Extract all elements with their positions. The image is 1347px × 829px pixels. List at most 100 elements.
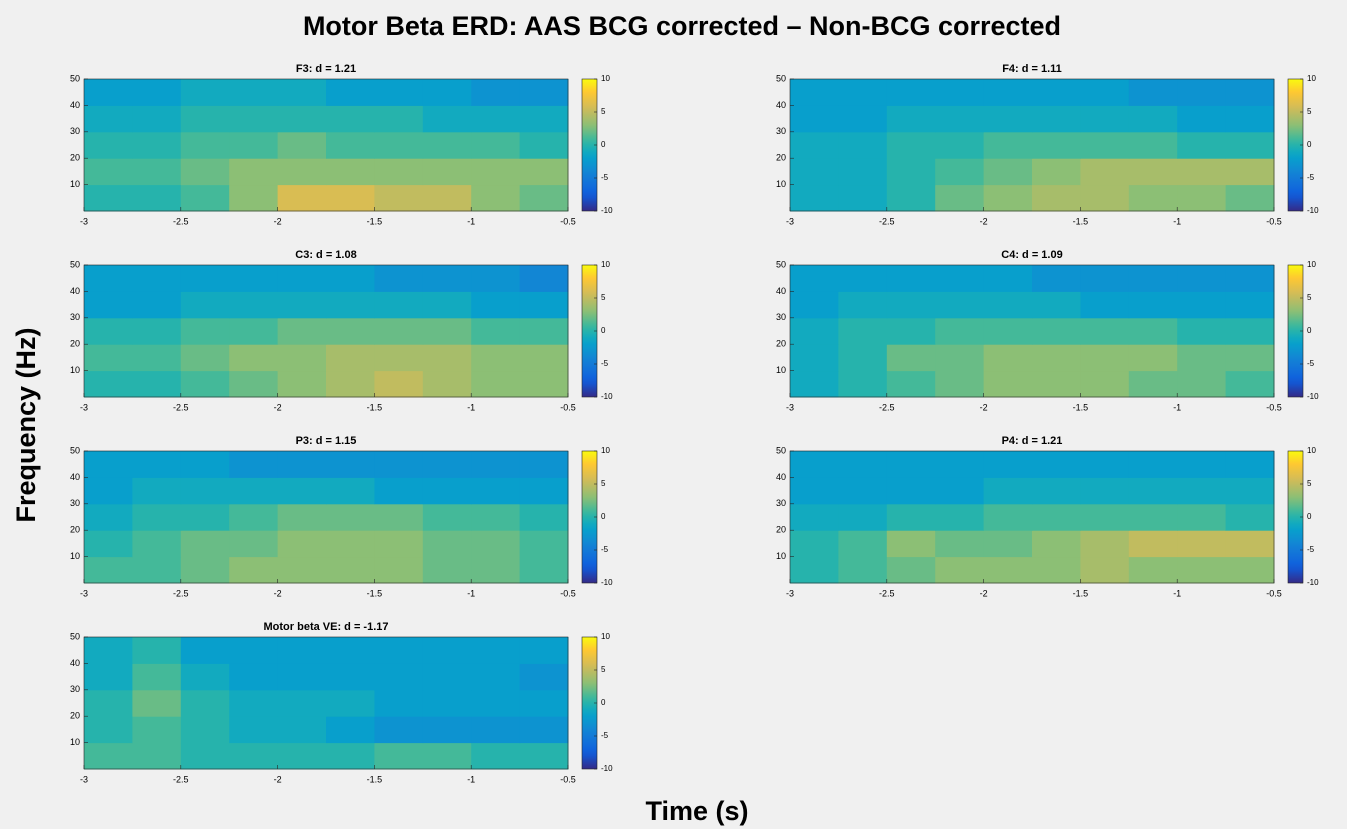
x-axis-label: Time (s)	[645, 796, 748, 826]
heatmap-cell	[326, 344, 375, 372]
heatmap-cell	[935, 105, 985, 133]
heatmap-cell	[471, 291, 521, 319]
heatmap-cell	[519, 503, 569, 531]
heatmap-cell	[1128, 184, 1178, 212]
heatmap-cell	[422, 317, 472, 345]
heatmap-cell	[790, 105, 839, 133]
heatmap-cell	[229, 477, 279, 505]
heatmap-cell	[790, 265, 839, 292]
heatmap-cell	[790, 344, 839, 372]
colorbar-tick-label: -5	[601, 731, 609, 740]
heatmap-cell	[277, 477, 327, 505]
heatmap-cell	[1225, 265, 1275, 292]
heatmap-cell	[180, 556, 230, 584]
heatmap-cell	[229, 637, 279, 664]
heatmap-cell	[1032, 477, 1081, 505]
heatmap-cell	[1177, 291, 1227, 319]
y-tick-label: 30	[70, 126, 80, 136]
heatmap-cell	[229, 344, 279, 372]
heatmap-cell	[326, 158, 375, 186]
heatmap-cell	[326, 105, 375, 133]
heatmap-cell	[1177, 105, 1227, 133]
colorbar-tick-label: -5	[1307, 359, 1315, 368]
heatmap-cell	[1177, 451, 1227, 478]
heatmap-cell	[1080, 451, 1130, 478]
x-tick-label: -3	[786, 402, 794, 412]
heatmap-cell	[374, 637, 424, 664]
heatmap-cell	[471, 742, 521, 770]
heatmap-cell	[422, 79, 472, 106]
heatmap-cell	[132, 689, 182, 717]
heatmap-cell	[229, 370, 279, 398]
heatmap-cell	[471, 158, 521, 186]
heatmap-cell	[519, 530, 569, 558]
x-tick-label: -2	[980, 216, 988, 226]
heatmap-cell	[374, 370, 424, 398]
heatmap-cell	[229, 663, 279, 691]
heatmap-cell	[886, 291, 936, 319]
heatmap-cell	[519, 131, 569, 159]
heatmap-cell	[180, 131, 230, 159]
heatmap-cell	[277, 105, 327, 133]
heatmap-cell	[1225, 105, 1275, 133]
heatmap-cell	[1177, 344, 1227, 372]
heatmap-cell	[374, 716, 424, 744]
heatmap-cell	[471, 105, 521, 133]
x-tick-label: -2.5	[879, 588, 895, 598]
y-tick-label: 50	[776, 259, 786, 269]
heatmap-cell	[132, 530, 182, 558]
heatmap-cell	[838, 503, 888, 531]
heatmap-cell	[326, 131, 375, 159]
heatmap-cell	[983, 503, 1033, 531]
heatmap-cell	[886, 530, 936, 558]
heatmap-cell	[374, 105, 424, 133]
colorbar-tick-label: 5	[601, 293, 606, 302]
x-tick-label: -2.5	[173, 588, 189, 598]
heatmap-cell	[326, 265, 375, 292]
heatmap-cell	[180, 370, 230, 398]
heatmap-cell	[277, 742, 327, 770]
heatmap-cell	[1225, 477, 1275, 505]
heatmap-cell	[790, 131, 839, 159]
heatmap-cell	[838, 158, 888, 186]
colorbar-tick-label: 0	[1307, 326, 1312, 335]
heatmap-cell	[838, 105, 888, 133]
heatmap-cell	[374, 503, 424, 531]
heatmap-cell	[790, 556, 839, 584]
heatmap-cell	[1177, 265, 1227, 292]
heatmap-cell	[790, 158, 839, 186]
x-tick-label: -1.5	[1073, 402, 1089, 412]
heatmap-cell	[519, 158, 569, 186]
heatmap-cell	[1128, 344, 1178, 372]
heatmap-cell	[374, 663, 424, 691]
heatmap-cell	[374, 451, 424, 478]
x-tick-label: -0.5	[1266, 588, 1282, 598]
heatmap-cell	[277, 79, 327, 106]
x-tick-label: -2	[274, 216, 282, 226]
colorbar-tick-label: 5	[601, 665, 606, 674]
heatmap-cell	[471, 530, 521, 558]
heatmap-cell	[519, 451, 569, 478]
heatmap-cell	[180, 184, 230, 212]
y-tick-label: 30	[70, 312, 80, 322]
heatmap-cell	[790, 530, 839, 558]
heatmap-cell	[277, 370, 327, 398]
panel-title: P4: d = 1.21	[1002, 435, 1063, 447]
heatmap-cell	[229, 105, 279, 133]
heatmap-cell	[180, 663, 230, 691]
x-tick-label: -1.5	[1073, 588, 1089, 598]
heatmap-cell	[229, 79, 279, 106]
y-tick-label: 20	[70, 711, 80, 721]
heatmap-cell	[886, 79, 936, 106]
heatmap-cell	[886, 477, 936, 505]
heatmap-cell	[1128, 477, 1178, 505]
heatmap-cell	[1032, 317, 1081, 345]
heatmap-cell	[790, 79, 839, 106]
heatmap-cell	[519, 637, 569, 664]
y-tick-label: 30	[776, 126, 786, 136]
x-tick-label: -0.5	[1266, 402, 1282, 412]
heatmap-cell	[838, 291, 888, 319]
colorbar-tick-label: 5	[1307, 293, 1312, 302]
heatmap-cell	[983, 530, 1033, 558]
heatmap-cell	[886, 370, 936, 398]
